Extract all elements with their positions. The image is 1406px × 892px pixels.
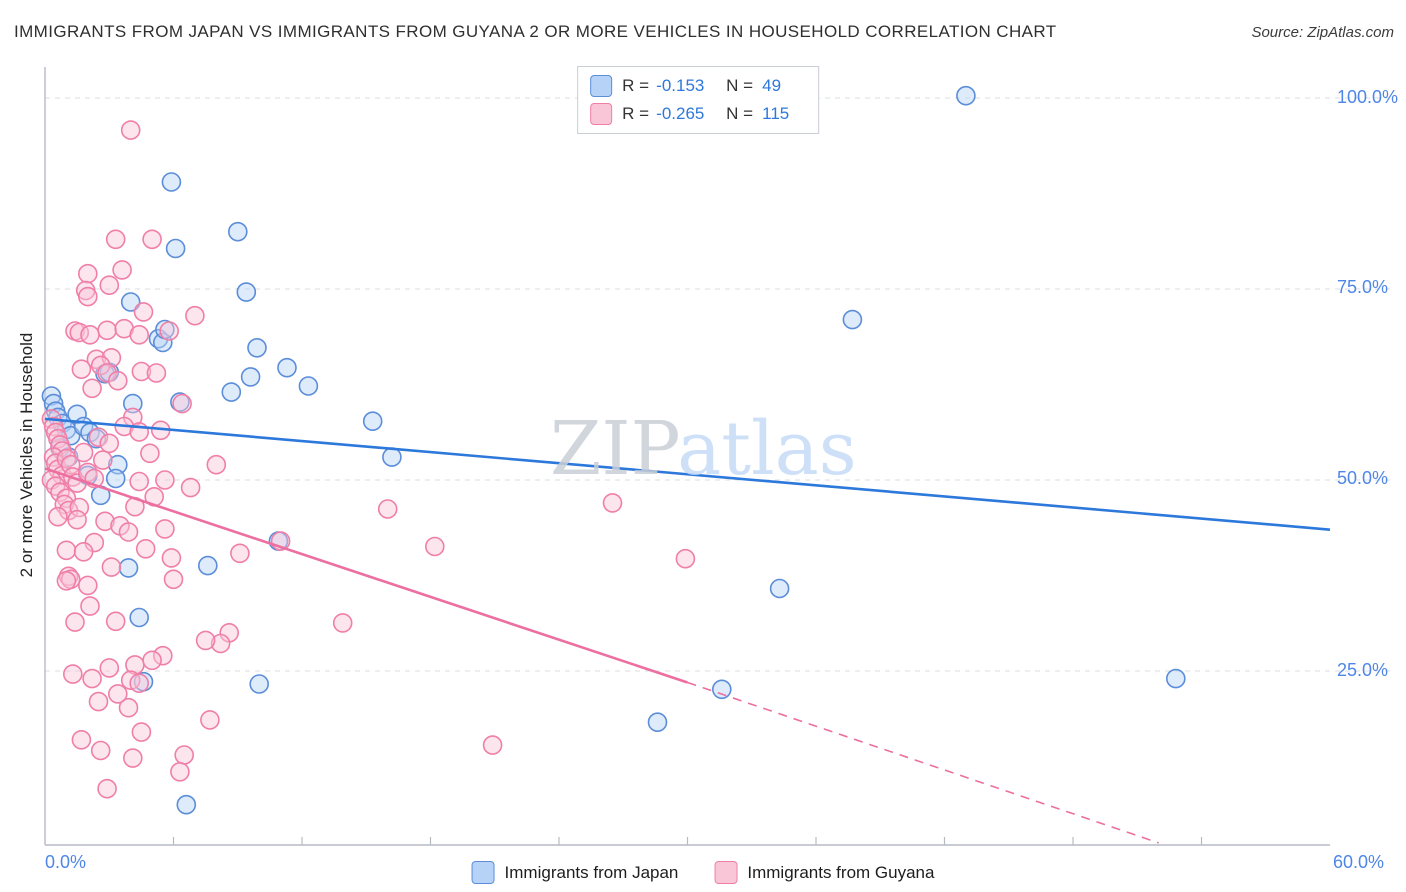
correlation-legend: R = -0.153 N = 49 R = -0.265 N = 115 (577, 66, 820, 134)
guyana-r-label: R = (622, 104, 650, 123)
japan-swatch-icon (590, 75, 613, 97)
y-tick-100: 100.0% (1337, 87, 1399, 107)
japan-r-label: R = (622, 76, 650, 95)
guyana-legend-swatch-icon (714, 861, 738, 884)
japan-legend-swatch-icon (471, 861, 495, 884)
y-tick-25: 25.0% (1337, 660, 1389, 680)
guyana-legend-label: Immigrants from Guyana (747, 862, 935, 882)
source-attribution: Source: ZipAtlas.com (1251, 24, 1394, 41)
guyana-n-value: 115 (762, 104, 790, 123)
japan-r-value: -0.153 (656, 76, 705, 95)
series-legend: Immigrants from Japan Immigrants from Gu… (471, 861, 934, 884)
legend-item-japan: Immigrants from Japan (471, 861, 679, 884)
guyana-r-value: -0.265 (656, 104, 705, 123)
x-tick-60: 60.0% (1333, 852, 1385, 872)
guyana-n-label: N = (726, 104, 754, 123)
legend-item-guyana: Immigrants from Guyana (714, 861, 934, 884)
japan-n-value: 49 (762, 76, 782, 95)
legend-row-japan: R = -0.153 N = 49 (590, 75, 802, 97)
japan-legend-label: Immigrants from Japan (504, 862, 679, 882)
y-tick-75: 75.0% (1337, 277, 1389, 297)
japan-n-label: N = (726, 76, 754, 95)
y-axis-label: 2 or more Vehicles in Household (17, 332, 36, 578)
chart-title: IMMIGRANTS FROM JAPAN VS IMMIGRANTS FROM… (14, 22, 1057, 41)
y-tick-50: 50.0% (1337, 468, 1389, 488)
legend-row-guyana: R = -0.265 N = 115 (590, 103, 802, 125)
guyana-swatch-icon (590, 103, 613, 125)
x-tick-0: 0.0% (45, 852, 87, 872)
